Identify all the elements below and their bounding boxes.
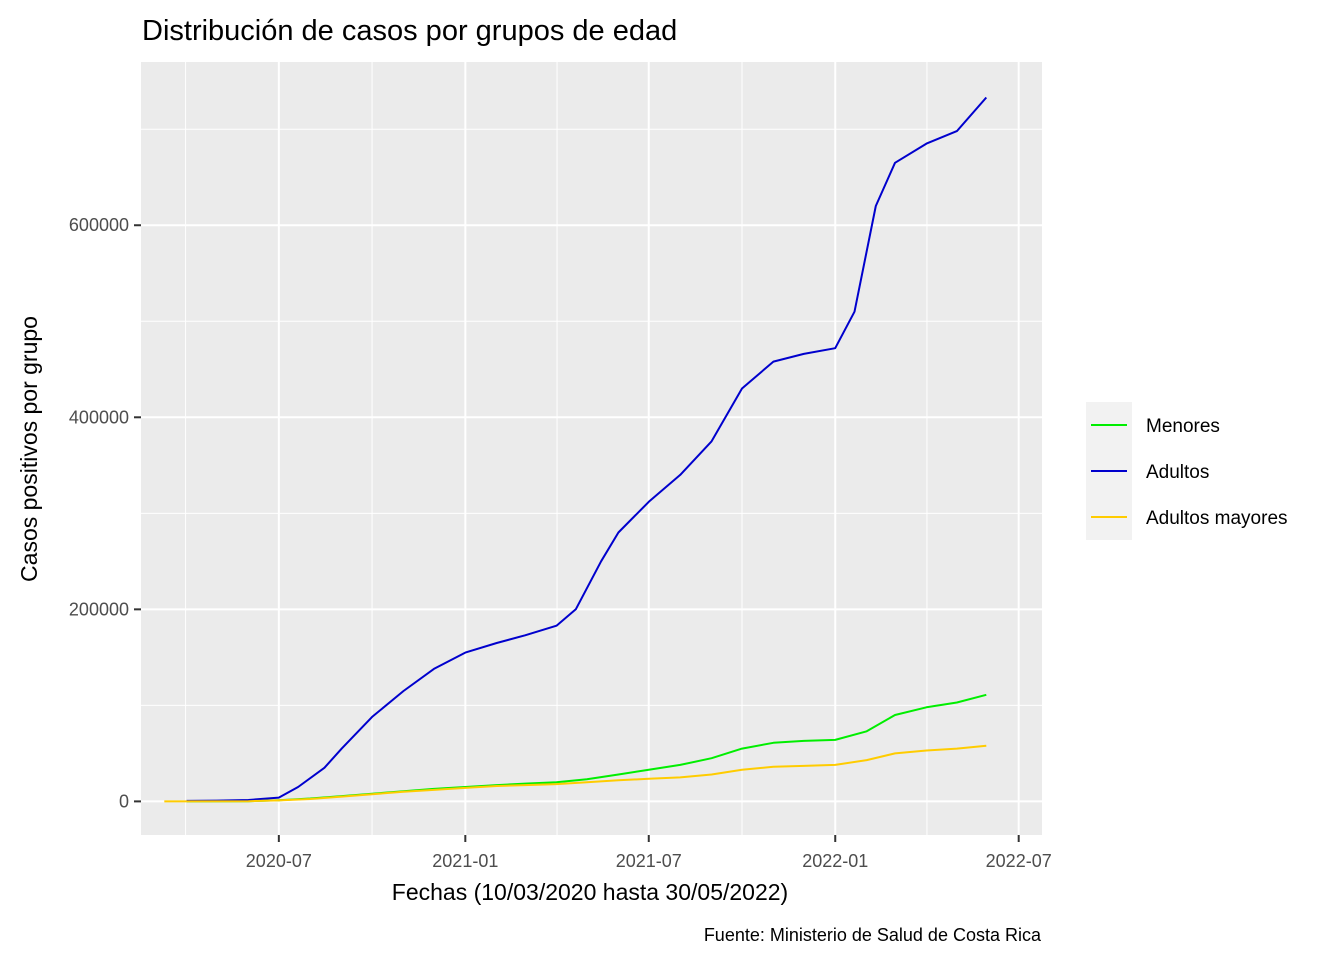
series-line-adultos bbox=[186, 96, 988, 802]
legend-label-adultos-mayores: Adultos mayores bbox=[1146, 508, 1288, 529]
legend-label-adultos: Adultos bbox=[1146, 462, 1209, 483]
plot-panel bbox=[141, 62, 1042, 835]
x-tick-label: 2022-07 bbox=[986, 851, 1052, 871]
x-axis-title: Fechas (10/03/2020 hasta 30/05/2022) bbox=[392, 879, 788, 905]
grid-major bbox=[141, 62, 1042, 835]
x-tick-label: 2020-07 bbox=[246, 851, 312, 871]
x-axis: 2020-07 2021-01 2021-07 2022-01 2022-07 bbox=[246, 835, 1052, 871]
x-tick-label: 2021-07 bbox=[616, 851, 682, 871]
chart-title: Distribución de casos por grupos de edad bbox=[142, 15, 677, 47]
legend: Menores Adultos Adultos mayores bbox=[1086, 402, 1288, 540]
legend-label-menores: Menores bbox=[1146, 416, 1220, 437]
y-axis: 0 200000 400000 600000 bbox=[69, 215, 141, 811]
x-tick-label: 2022-01 bbox=[802, 851, 868, 871]
grid-minor bbox=[141, 62, 1042, 835]
y-axis-title: Casos positivos por grupo bbox=[16, 316, 42, 582]
y-tick-label: 600000 bbox=[69, 215, 129, 235]
series-line-adultos-mayores bbox=[164, 744, 987, 803]
series-layer bbox=[164, 96, 988, 803]
y-tick-label: 200000 bbox=[69, 599, 129, 619]
y-tick-label: 0 bbox=[119, 791, 129, 811]
y-tick-label: 400000 bbox=[69, 407, 129, 427]
caption: Fuente: Ministerio de Salud de Costa Ric… bbox=[704, 925, 1042, 945]
x-tick-label: 2021-01 bbox=[432, 851, 498, 871]
